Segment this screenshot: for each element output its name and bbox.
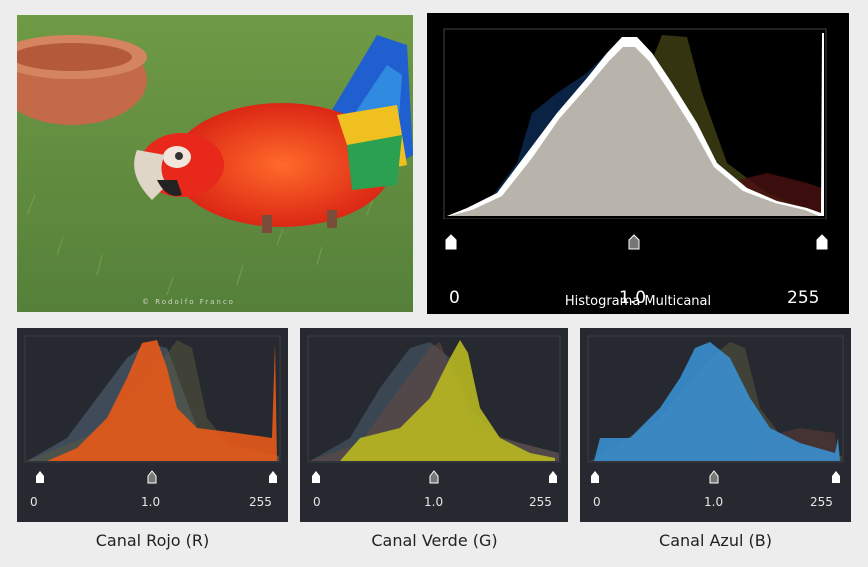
blue-tick-min: 0 [593,495,601,509]
red-channel-caption: Canal Rojo (R) [95,531,210,550]
blue-tick-max: 255 [810,495,833,509]
green-channel-graph [307,335,561,484]
green-tick-max: 255 [529,495,552,509]
red-tick-mid: 1.0 [141,495,161,509]
macaw-image [17,15,413,312]
green-slider-min-handle[interactable] [312,471,320,483]
red-tick-max: 255 [249,495,272,509]
blue-slider-max-handle[interactable] [832,471,840,483]
red-slider-max-handle[interactable] [269,471,277,483]
red-tick-min: 0 [30,495,38,509]
red-slider-min-handle[interactable] [36,471,44,483]
blue-channel-series [594,342,840,461]
blue-slider-min-handle[interactable] [591,471,599,483]
blue-channel-graph [587,335,844,484]
green-tick-min: 0 [313,495,321,509]
red-channel-graph [24,335,281,484]
main-slider-mid-handle[interactable] [628,234,640,250]
blue-channel-panel: 0 1.0 255 [580,328,851,522]
main-tick-max: 255 [787,288,820,308]
green-channel-panel: 0 1.0 255 [300,328,568,522]
green-tick-mid: 1.0 [424,495,444,509]
main-histogram-caption: Histograma Multicanal [564,294,712,309]
blue-slider-mid-handle[interactable] [709,470,719,484]
main-gray-fill [449,47,819,216]
main-slider-min-handle[interactable] [445,234,457,250]
green-channel-caption: Canal Verde (G) [371,531,498,550]
main-histogram-panel: 0 1.0 255 Histograma Multicanal [427,13,849,314]
main-slider-max-handle[interactable] [816,234,828,250]
main-histogram-graph [443,28,828,250]
green-slider-max-handle[interactable] [549,471,557,483]
blue-tick-mid: 1.0 [704,495,724,509]
main-tick-mid: 1.0 [619,288,647,308]
photo-watermark: © Rodolfo Franco [142,298,235,306]
macaw-photo: © Rodolfo Franco [17,15,413,312]
green-channel-series [340,340,555,461]
red-slider-mid-handle[interactable] [147,470,157,484]
red-channel-panel: 0 1.0 255 [17,328,288,522]
red-channel-series [47,340,277,461]
green-slider-mid-handle[interactable] [429,470,439,484]
blue-channel-caption: Canal Azul (B) [659,531,772,550]
main-tick-min: 0 [449,288,460,308]
